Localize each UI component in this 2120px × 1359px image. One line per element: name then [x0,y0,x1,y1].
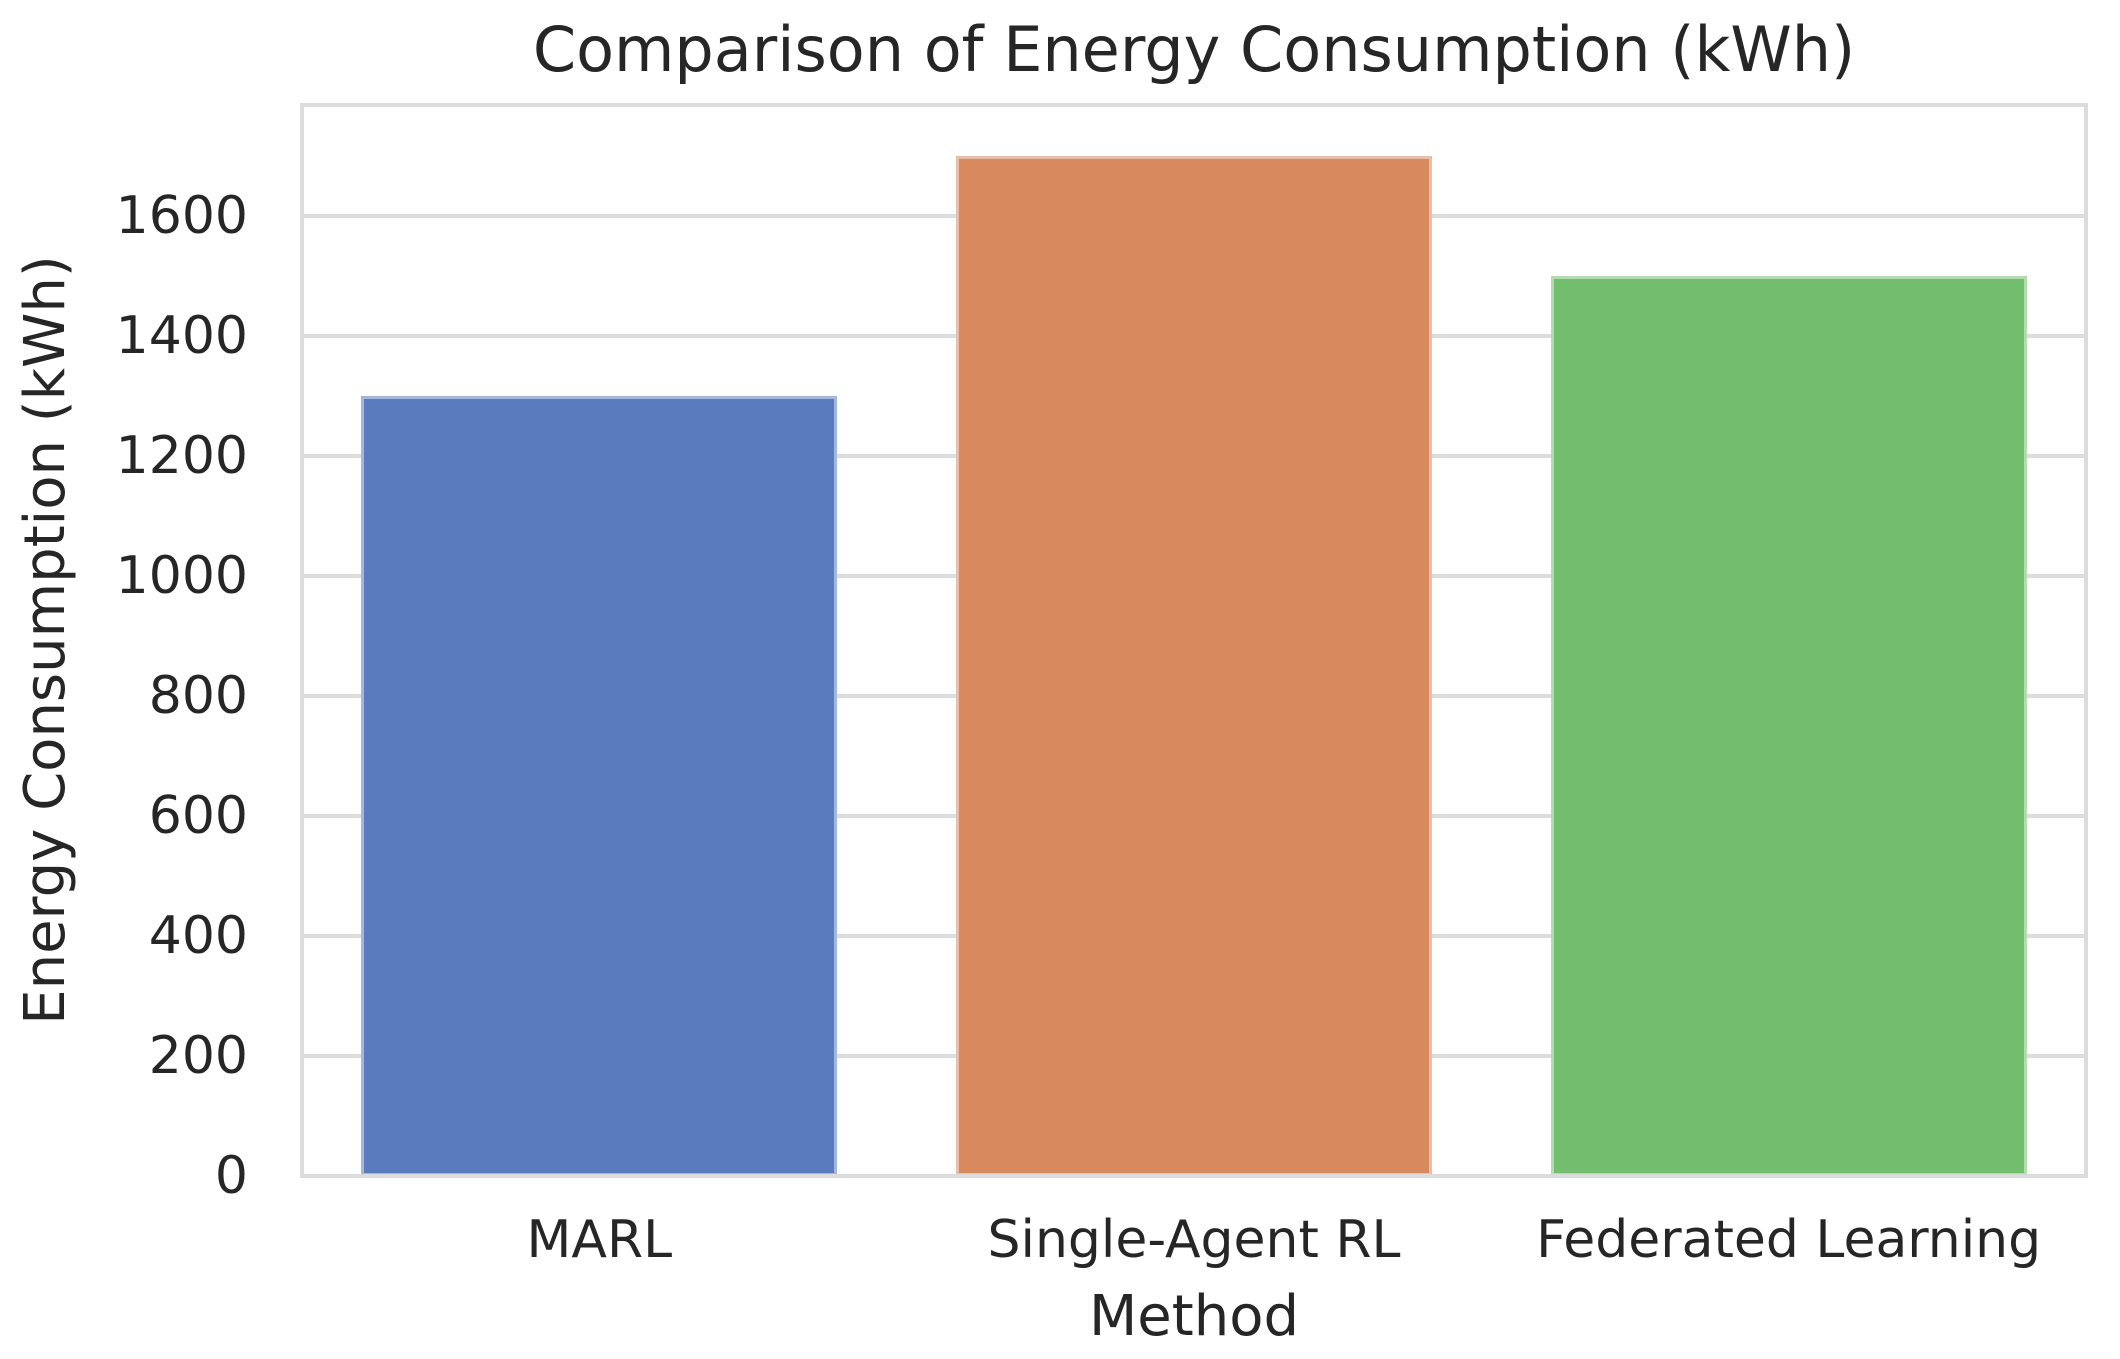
x-axis-label: Method [1088,1284,1300,1349]
bar-federated-learning [1550,276,2027,1176]
bar-marl [361,396,838,1176]
bar-single-agent-rl [956,156,1432,1176]
x-tick-label: Single-Agent RL [987,1210,1401,1270]
x-tick-label: MARL [526,1210,673,1270]
y-tick-label: 1600 [115,186,248,246]
y-tick-label: 1000 [115,546,248,606]
y-tick-label: 1400 [115,306,248,366]
x-tick-label: Federated Learning [1536,1210,2042,1270]
y-tick-label: 400 [148,906,248,966]
plot-area [302,105,2086,1176]
y-tick-label: 1200 [115,426,248,486]
y-tick-label: 800 [148,666,248,726]
y-axis-label: Energy Consumption (kWh) [13,255,78,1025]
y-tick-label: 200 [148,1026,248,1086]
chart-title: Comparison of Energy Consumption (kWh) [532,13,1856,86]
y-tick-label: 600 [148,786,248,846]
y-tick-label: 0 [214,1146,248,1206]
